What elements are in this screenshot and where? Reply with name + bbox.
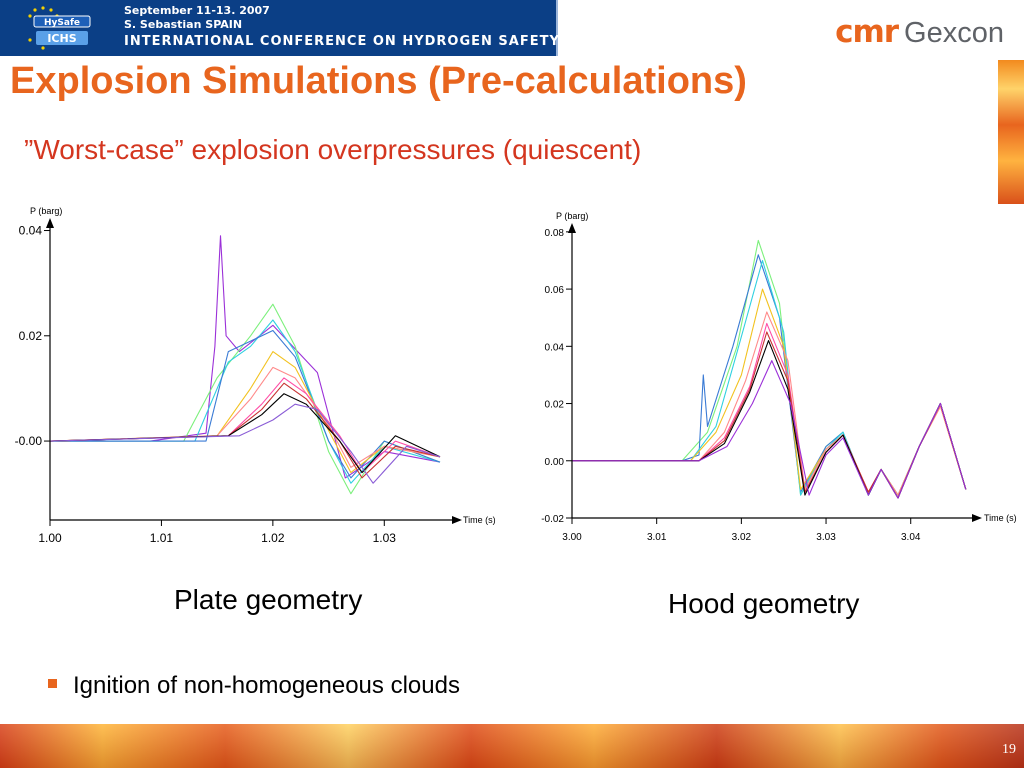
y-tick-label: 0.04 (19, 224, 43, 238)
y-tick-label: 0.00 (545, 457, 565, 468)
conference-banner: HySafe ICHS September 11-13. 2007 S. Seb… (0, 0, 560, 56)
y-tick-label: 0.06 (545, 285, 565, 296)
y-tick-label: 0.02 (19, 329, 43, 343)
ichs-logo-text: ICHS (47, 32, 76, 45)
series-line-4 (50, 329, 441, 479)
series-line-6 (572, 322, 967, 499)
series-line-5 (49, 351, 441, 474)
series-line-6 (49, 366, 441, 468)
x-axis-arrow (452, 516, 462, 524)
caption-hood-geometry: Hood geometry (668, 588, 860, 619)
bullet-square-icon (48, 679, 57, 689)
slide-subtitle: ”Worst-case” explosion overpressures (qu… (24, 134, 642, 165)
y-tick-label: 0.02 (545, 400, 565, 411)
bullet-item: Ignition of non-homogeneous clouds (48, 672, 460, 700)
y-axis-arrow (568, 223, 576, 233)
series-line-2 (572, 254, 967, 496)
x-tick-label: 1.02 (261, 531, 285, 545)
series-line-10 (49, 403, 441, 484)
series-line-9 (49, 393, 441, 474)
x-tick-label: 1.01 (150, 531, 174, 545)
hood-geometry-plot: P (barg) Time (s) 3.00 3.01 3.02 3.03 3.04 -0… (541, 211, 1017, 543)
y-tick-label: 0.04 (545, 342, 565, 353)
gexcon-logo-text: Gexcon (904, 17, 1004, 49)
y-axis-label: P (barg) (556, 211, 588, 221)
flame-decoration-bottom (0, 724, 1024, 768)
y-axis-arrow (46, 218, 54, 228)
conference-name: INTERNATIONAL CONFERENCE ON HYDROGEN SAF… (124, 34, 560, 49)
x-tick-label: 1.03 (373, 531, 397, 545)
x-tick-label: 3.00 (562, 532, 582, 543)
x-tick-label: 1.00 (38, 531, 62, 545)
caption-plate-geometry: Plate geometry (174, 584, 363, 615)
series-line-8 (49, 382, 441, 479)
x-tick-label: 3.04 (901, 532, 921, 543)
slide-title: Explosion Simulations (Pre-calculations) (10, 60, 747, 102)
series-line-9 (572, 360, 967, 499)
x-tick-label: 3.02 (732, 532, 752, 543)
series-line-5 (572, 311, 967, 496)
hysafe-logo-text: HySafe (44, 18, 80, 28)
conference-date: September 11-13. 2007 (124, 4, 270, 17)
y-tick-label: -0.00 (15, 434, 43, 448)
cmr-gexcon-logo: cmr Gexcon (835, 14, 1004, 50)
page-number: 19 (1002, 742, 1016, 757)
bullet-text: Ignition of non-homogeneous clouds (73, 672, 460, 699)
plate-geometry-plot: P (barg) Time (s) 1.00 1.01 1.02 1.03 -0.00 0… (15, 206, 496, 545)
x-tick-label: 3.01 (647, 532, 667, 543)
cmr-logo-text: cmr (835, 14, 899, 50)
y-tick-label: -0.02 (541, 514, 564, 525)
x-tick-label: 3.03 (816, 532, 836, 543)
x-axis-label: Time (s) (984, 513, 1017, 523)
series-line-2 (50, 303, 441, 495)
series-line-3 (50, 319, 441, 484)
x-axis-label: Time (s) (463, 515, 496, 525)
conference-location: S. Sebastian SPAIN (124, 18, 243, 31)
hood-geometry-chart: P (barg) Time (s) 3.00 3.01 3.02 3.03 3.04 -0… (530, 205, 1024, 555)
series-line-4 (572, 288, 967, 496)
series-line-3 (572, 259, 967, 496)
plate-geometry-chart: P (barg) Time (s) 1.00 1.01 1.02 1.03 -0.00 0… (0, 200, 512, 560)
series-line-7 (49, 377, 441, 474)
flame-decoration-right (998, 60, 1024, 204)
x-axis-arrow (972, 514, 982, 522)
series-line-1 (50, 235, 441, 479)
y-axis-label: P (barg) (30, 206, 62, 216)
series-line-7 (572, 331, 967, 499)
y-tick-label: 0.08 (545, 228, 565, 239)
conference-logo: HySafe ICHS (28, 6, 91, 50)
